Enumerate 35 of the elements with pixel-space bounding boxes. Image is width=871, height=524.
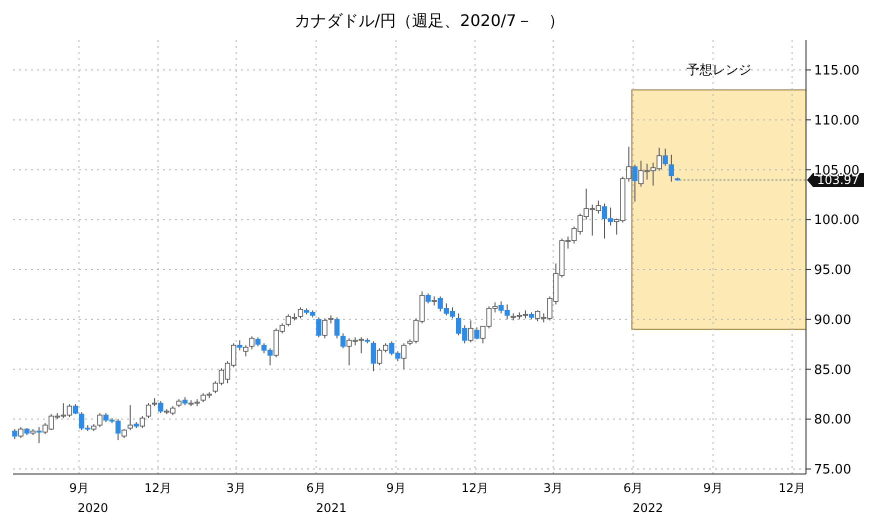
candlestick bbox=[322, 318, 328, 339]
candlestick bbox=[146, 402, 152, 419]
chart-title: カナダドル/円（週足、2020/7－ ） bbox=[294, 11, 564, 30]
x-tick-label: 3月 bbox=[543, 481, 564, 495]
y-tick-label: 75.00 bbox=[814, 462, 852, 478]
y-tick-label: 115.00 bbox=[814, 63, 860, 78]
x-tick-label: 6月 bbox=[306, 481, 326, 495]
text: 2020 bbox=[78, 501, 108, 515]
y-tick-label: 95.00 bbox=[814, 263, 852, 278]
y-tick-label: 100.00 bbox=[814, 213, 860, 228]
candlestick bbox=[18, 426, 24, 439]
candlestick bbox=[97, 412, 102, 428]
candlestick bbox=[140, 416, 146, 429]
candlestick bbox=[128, 404, 133, 431]
candlestick bbox=[668, 154, 674, 182]
x-tick-label: 12月 bbox=[778, 481, 806, 495]
candlestick bbox=[468, 320, 474, 343]
candlestick bbox=[298, 306, 304, 319]
y-tick-label: 85.00 bbox=[814, 362, 852, 378]
candlestick bbox=[401, 342, 406, 370]
x-tick-label: 9月 bbox=[386, 481, 406, 495]
x-tick-label: 6月 bbox=[623, 481, 643, 495]
band-label: 予想レンジ bbox=[686, 62, 752, 78]
candlestick bbox=[249, 336, 254, 350]
candlestick bbox=[243, 344, 248, 357]
x-tick-label: 9月 bbox=[703, 481, 723, 495]
text: 2022 bbox=[632, 501, 664, 515]
x-tick-label: 12月 bbox=[144, 481, 172, 495]
x-tick-label: 3月 bbox=[226, 481, 246, 495]
text: 2021 bbox=[316, 501, 347, 515]
y-tick-label: 110.00 bbox=[814, 113, 860, 128]
x-tick-label: 12月 bbox=[461, 481, 489, 495]
x-tick-label: 9月 bbox=[69, 481, 89, 495]
y-tick-label: 80.00 bbox=[814, 412, 852, 428]
y-tick-label: 90.00 bbox=[814, 312, 852, 328]
